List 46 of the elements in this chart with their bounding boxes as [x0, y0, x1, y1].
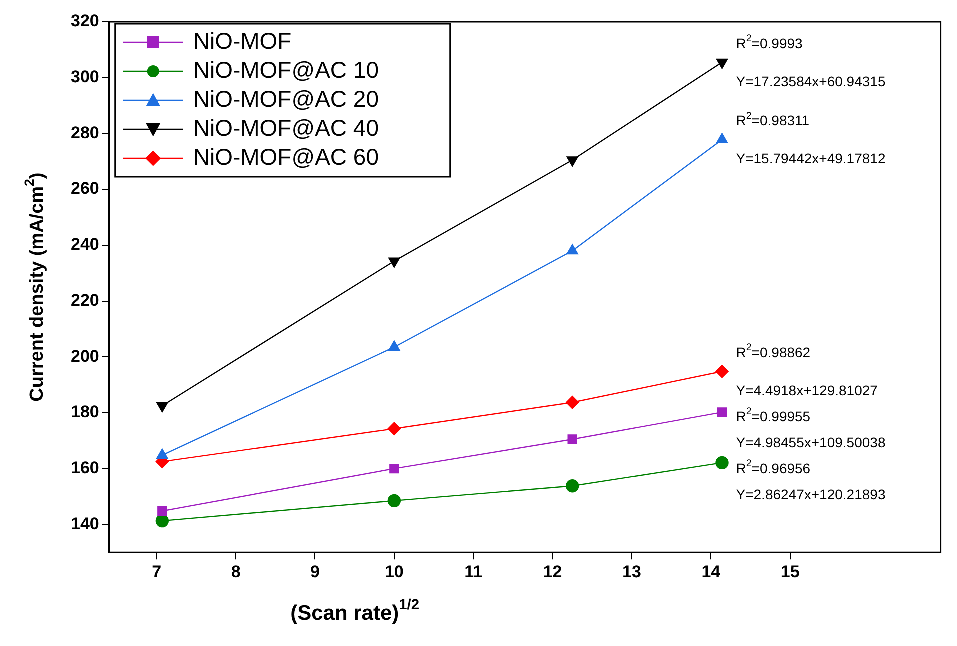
y-tick-label: 180 — [70, 402, 100, 422]
y-tick-label: 160 — [70, 458, 100, 478]
y-tick-label: 320 — [70, 12, 100, 31]
x-tick-label: 14 — [702, 562, 722, 582]
x-tick-label: 8 — [231, 562, 241, 582]
y-axis-title: Current density (mA/cm2) — [22, 172, 48, 402]
x-tick-label: 7 — [152, 562, 162, 582]
legend-label: NiO-MOF@AC 20 — [193, 86, 380, 112]
legend-label: NiO-MOF@AC 60 — [193, 144, 380, 170]
legend-label: NiO-MOF — [193, 28, 292, 54]
point — [388, 494, 402, 508]
x-tick-label: 11 — [464, 562, 483, 582]
x-tick-label: 12 — [543, 562, 562, 582]
point — [390, 464, 400, 474]
x-tick-label: 13 — [622, 562, 642, 582]
annotation: Y=15.79442x+49.17812 — [736, 150, 886, 167]
legend-label: NiO-MOF@AC 40 — [193, 114, 380, 141]
x-tick-label: 15 — [780, 562, 800, 582]
point — [716, 58, 728, 70]
x-tick-label: 9 — [310, 562, 320, 582]
y-tick-label: 260 — [70, 179, 100, 198]
y-tick-label: 220 — [70, 290, 100, 310]
point — [158, 506, 168, 516]
point — [156, 448, 168, 460]
point — [566, 396, 580, 410]
point — [388, 422, 402, 436]
y-tick-label: 240 — [70, 235, 100, 254]
y-tick-label: 200 — [70, 346, 100, 366]
y-tick-label: 280 — [70, 123, 100, 142]
y-tick-label: 140 — [70, 514, 100, 534]
y-tick-label: 300 — [70, 68, 100, 87]
annotation: Y=17.23584x+60.94315 — [736, 73, 886, 90]
point — [156, 402, 168, 413]
x-tick-label: 10 — [384, 562, 404, 582]
point — [716, 456, 729, 470]
annotation: Y=4.98455x+109.50038 — [736, 434, 886, 450]
point — [568, 434, 578, 444]
point — [388, 258, 400, 268]
point — [566, 156, 578, 167]
annotation: Y=2.86247x+120.21893 — [736, 486, 886, 502]
annotation: Y=4.4918x+129.81027 — [736, 382, 878, 398]
legend-label: NiO-MOF@AC 10 — [193, 56, 380, 83]
point — [717, 408, 728, 418]
point — [156, 514, 170, 528]
point — [716, 365, 729, 378]
point — [566, 480, 580, 493]
